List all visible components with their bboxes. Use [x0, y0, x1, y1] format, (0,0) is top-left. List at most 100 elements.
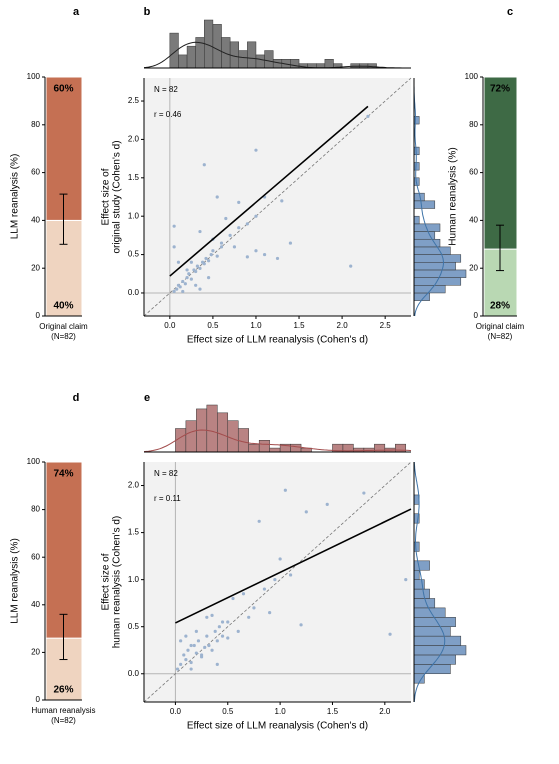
point [189, 667, 193, 671]
histogram-bar [413, 162, 420, 171]
histogram-bar [185, 420, 197, 453]
density-curve [143, 41, 411, 69]
point [349, 264, 353, 268]
point [236, 629, 240, 634]
y-tick-label: 20 [31, 263, 40, 272]
histogram-bar [255, 54, 265, 69]
y-tick-label: 80 [31, 505, 40, 514]
x-tick-label: 1.0 [275, 707, 287, 716]
bar-segment [45, 461, 83, 639]
point [254, 249, 258, 253]
y-tick-label: 0 [36, 311, 41, 320]
x-tick-label: 2.5 [380, 321, 392, 330]
point [181, 279, 185, 284]
y-tick-label: 0.0 [128, 669, 140, 678]
panel-label: b [144, 6, 151, 18]
histogram-bar [227, 420, 239, 453]
histogram-bar [413, 246, 451, 255]
annotation: r = 0.11 [154, 494, 181, 503]
x-tick-label: 0.5 [207, 321, 219, 330]
histogram-bar [395, 443, 407, 453]
value-label: 28% [490, 301, 510, 312]
histogram-bar [413, 569, 420, 580]
annotation: r = 0.46 [154, 110, 182, 119]
point [194, 283, 198, 287]
plot-area [144, 78, 411, 316]
point [206, 276, 211, 280]
point [184, 634, 188, 638]
histogram-bar [221, 37, 231, 69]
y-tick-label: 0.0 [128, 288, 140, 297]
point [181, 289, 185, 294]
point [254, 148, 258, 152]
point [215, 254, 219, 258]
point [257, 519, 261, 523]
value-label: 60% [53, 84, 73, 95]
point [252, 606, 256, 610]
point [226, 620, 230, 624]
point [237, 226, 241, 230]
point [325, 502, 329, 506]
histogram-bar [238, 50, 248, 69]
point [185, 268, 189, 272]
x-tick-label: 0.0 [164, 321, 176, 330]
point [254, 214, 258, 218]
point [172, 289, 176, 294]
point [211, 249, 215, 253]
category-note: (N=82) [51, 332, 76, 341]
point [288, 241, 293, 245]
point [203, 645, 207, 650]
point [198, 266, 202, 270]
point [194, 269, 198, 274]
y-tick-label: 60 [31, 168, 40, 177]
y-axis-label: Effect size of [101, 553, 112, 610]
point [228, 233, 232, 237]
point [183, 282, 187, 286]
point [210, 648, 214, 652]
category-label: Original claim [476, 322, 525, 331]
point [194, 651, 198, 655]
point [210, 613, 214, 618]
point [262, 252, 267, 257]
value-label: 72% [490, 84, 510, 95]
density-curve [413, 461, 446, 703]
x-tick-label: 1.5 [293, 321, 305, 330]
histogram-bar [367, 63, 377, 69]
y-tick-label: 0 [36, 695, 41, 704]
point [231, 596, 235, 601]
point [189, 260, 193, 264]
histogram-bar [237, 428, 249, 453]
point [226, 636, 230, 640]
y-axis-label: Human reanalysis (%) [448, 147, 459, 245]
x-tick-label: 2.0 [337, 321, 349, 330]
point [366, 114, 370, 118]
point [232, 245, 237, 249]
x-tick-label: 1.0 [250, 321, 262, 330]
value-label: 40% [53, 301, 73, 312]
y-axis-label: human reanalysis (Cohen's d) [112, 516, 123, 649]
histogram-bar [413, 215, 420, 225]
histogram-bar [413, 626, 451, 637]
point [273, 578, 277, 582]
x-tick-label: 2.0 [379, 707, 391, 716]
point [196, 639, 201, 643]
histogram-bar [212, 24, 222, 69]
panel-label: c [507, 6, 513, 18]
point [189, 643, 193, 648]
y-tick-label: 60 [31, 552, 40, 561]
histogram-bar [264, 50, 274, 69]
point [245, 222, 249, 226]
point [209, 252, 213, 257]
y-tick-label: 80 [469, 120, 478, 129]
y-tick-label: 20 [469, 263, 478, 272]
point [224, 216, 228, 221]
y-tick-label: 40 [469, 216, 478, 225]
plot-area [144, 462, 411, 702]
point [283, 488, 287, 492]
y-axis-label: Effect size of [101, 168, 112, 225]
point [175, 287, 179, 291]
density-curve [143, 429, 412, 453]
y-tick-label: 2.5 [128, 96, 140, 105]
x-tick-label: 1.5 [327, 707, 339, 716]
y-tick-label: 2.0 [128, 135, 140, 144]
